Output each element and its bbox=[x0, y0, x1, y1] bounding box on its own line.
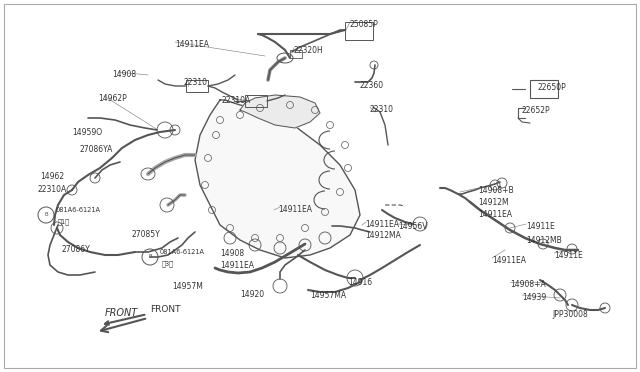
Polygon shape bbox=[195, 100, 360, 258]
Text: 14911EA: 14911EA bbox=[175, 40, 209, 49]
Bar bbox=[290, 50, 302, 58]
Text: 14939: 14939 bbox=[522, 293, 547, 302]
Text: 14911EA: 14911EA bbox=[220, 261, 254, 270]
Text: 14911EA: 14911EA bbox=[478, 210, 512, 219]
Text: 081A6-6121A: 081A6-6121A bbox=[160, 249, 205, 255]
Text: 14911E: 14911E bbox=[554, 251, 583, 260]
Text: 081A6-6121A: 081A6-6121A bbox=[56, 207, 101, 213]
Text: 14908: 14908 bbox=[220, 249, 244, 258]
Text: 14957M: 14957M bbox=[172, 282, 203, 291]
Text: 〈1〉: 〈1〉 bbox=[58, 218, 70, 225]
Text: B: B bbox=[148, 254, 152, 260]
Text: 25085P: 25085P bbox=[350, 20, 379, 29]
Text: 22310: 22310 bbox=[184, 78, 208, 87]
Text: 22320H: 22320H bbox=[294, 46, 324, 55]
Bar bbox=[186, 80, 208, 92]
Text: 14959O: 14959O bbox=[72, 128, 102, 137]
Text: 27085Y: 27085Y bbox=[132, 230, 161, 239]
Text: 14957MA: 14957MA bbox=[310, 291, 346, 300]
Text: 22310: 22310 bbox=[370, 105, 394, 114]
Text: 14962P: 14962P bbox=[98, 94, 127, 103]
Text: 14911EA: 14911EA bbox=[492, 256, 526, 265]
Text: 14911EA: 14911EA bbox=[278, 205, 312, 214]
Text: 14908+A: 14908+A bbox=[510, 280, 546, 289]
Bar bbox=[530, 80, 558, 98]
Text: FRONT: FRONT bbox=[105, 305, 180, 325]
Text: JPP30008: JPP30008 bbox=[552, 310, 588, 319]
Text: 14912MA: 14912MA bbox=[365, 231, 401, 240]
Text: 14962: 14962 bbox=[40, 172, 64, 181]
Text: FRONT: FRONT bbox=[105, 308, 138, 318]
Text: 22310A: 22310A bbox=[38, 185, 67, 194]
Text: 27086YA: 27086YA bbox=[80, 145, 113, 154]
Text: 14916: 14916 bbox=[348, 278, 372, 287]
Text: 14908: 14908 bbox=[112, 70, 136, 79]
Text: 〈3〉: 〈3〉 bbox=[162, 260, 174, 267]
Bar bbox=[345, 22, 373, 40]
Text: 14912M: 14912M bbox=[478, 198, 509, 207]
Text: 27086Y: 27086Y bbox=[62, 245, 91, 254]
Text: 14908+B: 14908+B bbox=[478, 186, 514, 195]
Text: 22652P: 22652P bbox=[522, 106, 550, 115]
Text: 22650P: 22650P bbox=[538, 83, 567, 92]
Polygon shape bbox=[240, 95, 320, 128]
Text: 14911EA: 14911EA bbox=[365, 220, 399, 229]
Text: 22310A: 22310A bbox=[222, 96, 252, 105]
Bar bbox=[245, 95, 267, 107]
Text: B: B bbox=[44, 212, 48, 218]
Text: 14912MB: 14912MB bbox=[526, 236, 562, 245]
Text: 14911E: 14911E bbox=[526, 222, 555, 231]
FancyArrowPatch shape bbox=[101, 319, 145, 332]
Text: 14920: 14920 bbox=[240, 290, 264, 299]
Text: 14956V: 14956V bbox=[398, 222, 428, 231]
Text: 22360: 22360 bbox=[360, 81, 384, 90]
